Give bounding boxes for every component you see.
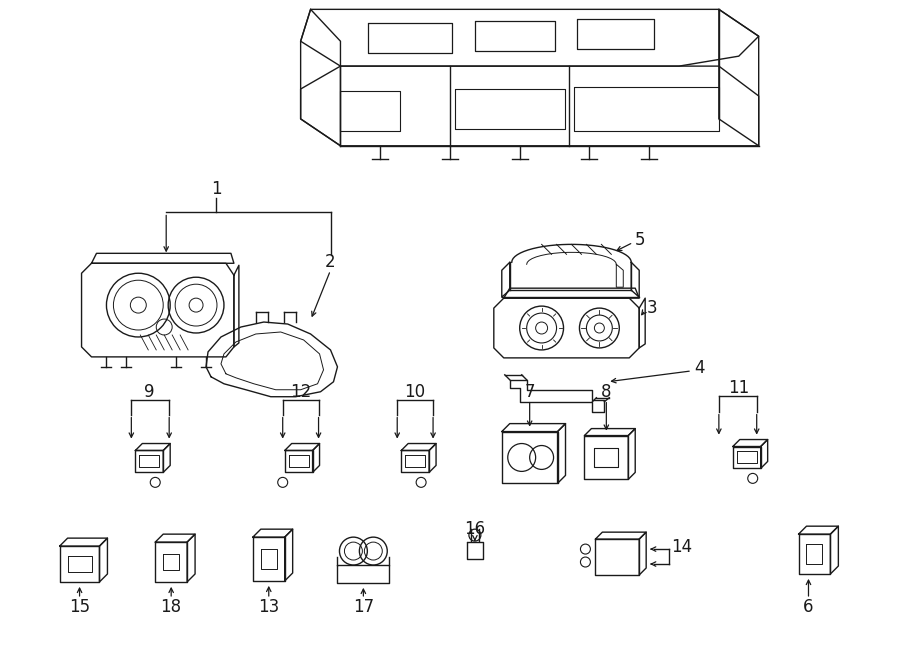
Text: 12: 12	[290, 383, 311, 401]
Text: 14: 14	[671, 538, 692, 556]
Text: 18: 18	[160, 598, 182, 616]
Text: 2: 2	[325, 253, 336, 271]
Text: 4: 4	[694, 359, 705, 377]
Text: 1: 1	[211, 180, 221, 198]
Text: 6: 6	[803, 598, 814, 616]
Text: 10: 10	[405, 383, 426, 401]
Text: 15: 15	[69, 598, 90, 616]
Text: 17: 17	[353, 598, 374, 616]
Text: 9: 9	[144, 383, 155, 401]
Text: 11: 11	[728, 379, 750, 397]
Text: 3: 3	[647, 299, 658, 317]
Text: 13: 13	[258, 598, 279, 616]
Text: 7: 7	[525, 383, 535, 401]
Text: 5: 5	[635, 231, 645, 249]
Text: 8: 8	[601, 383, 612, 401]
Text: 16: 16	[464, 520, 485, 538]
